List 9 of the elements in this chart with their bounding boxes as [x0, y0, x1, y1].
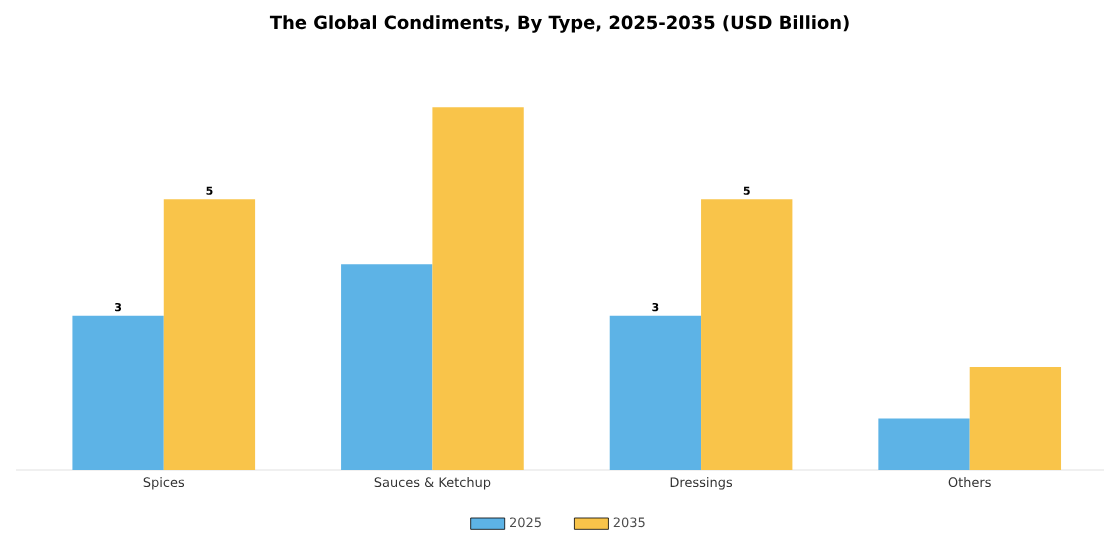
bar	[163, 199, 256, 470]
bar	[609, 315, 702, 470]
chart-title: The Global Condiments, By Type, 2025-2035 (USD Billion)	[269, 15, 849, 33]
bar	[432, 107, 524, 470]
bar	[878, 418, 970, 470]
bar	[72, 315, 164, 470]
bar	[341, 264, 433, 470]
bar	[701, 199, 793, 470]
bar	[969, 367, 1062, 470]
